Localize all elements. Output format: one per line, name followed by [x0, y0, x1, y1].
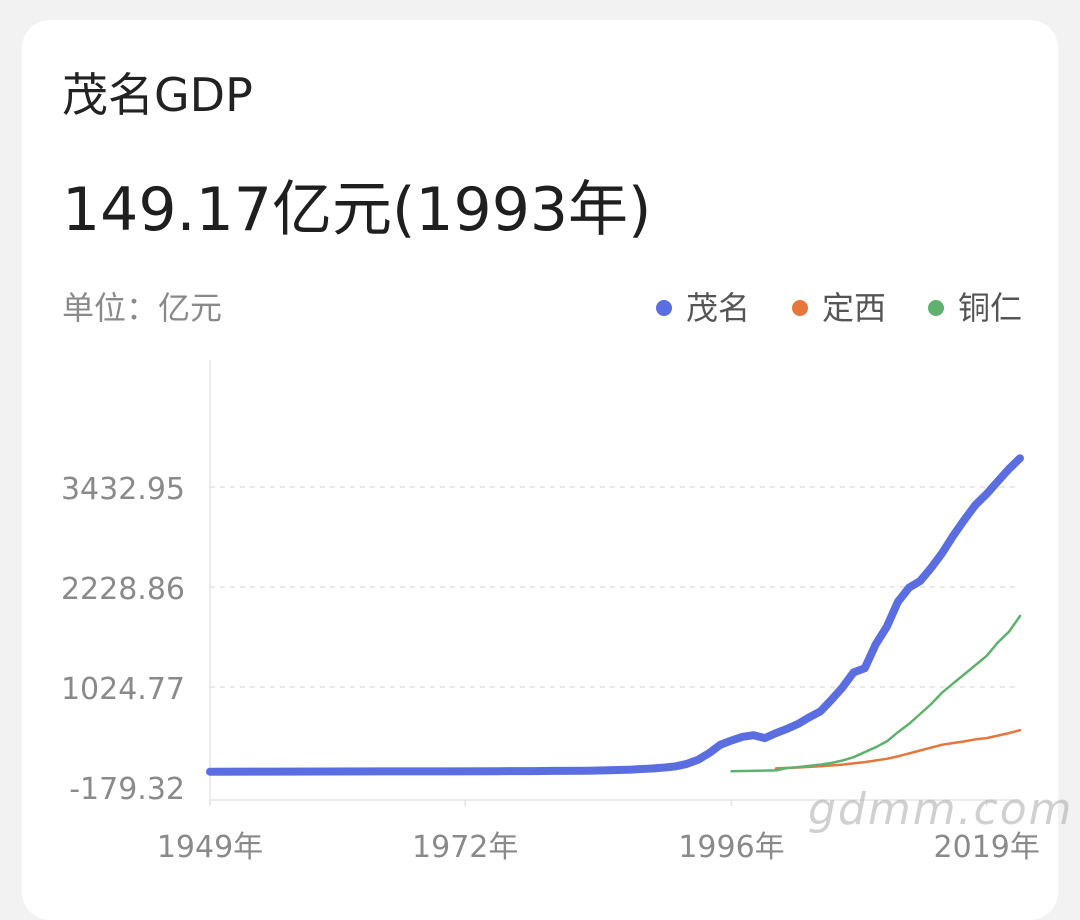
series-line-dingxi — [774, 728, 1022, 770]
legend-dot-tongren — [927, 300, 944, 316]
chart-legend: 茂名 定西 铜仁 — [655, 289, 1022, 327]
legend-item-tongren[interactable]: 铜仁 — [927, 289, 1022, 327]
legend-label-dingxi: 定西 — [821, 289, 886, 327]
gdp-line-chart[interactable]: -179.32 1024.77 2228.86 3432.95 1949年 1972年 19… — [0, 0, 1080, 896]
y-tick-label: 2228.86 — [61, 572, 185, 607]
legend-dot-dingxi — [791, 300, 808, 316]
headline-value: 149.17亿元(1993年) — [62, 175, 652, 245]
card-title: 茂名GDP — [62, 68, 253, 122]
unit-label: 单位：亿元 — [62, 289, 223, 327]
legend-item-dingxi[interactable]: 定西 — [791, 289, 886, 327]
watermark: gdmm.com — [808, 784, 1074, 835]
y-tick-label: 3432.95 — [61, 472, 185, 507]
legend-dot-maoming — [655, 300, 672, 316]
series-line-maoming — [206, 454, 1024, 776]
gdp-card: 茂名GDP 149.17亿元(1993年) 单位：亿元 茂名 定西 铜仁 -17… — [22, 20, 1072, 920]
legend-item-maoming[interactable]: 茂名 — [655, 289, 750, 327]
x-tick-label: 1996年 — [678, 830, 784, 865]
x-tick-label: 2019年 — [934, 830, 1040, 865]
legend-label-tongren: 铜仁 — [957, 289, 1022, 327]
x-tick-label: 1949年 — [157, 830, 263, 865]
x-tick-label: 1972年 — [412, 830, 518, 865]
legend-label-maoming: 茂名 — [685, 289, 750, 327]
y-tick-label: 1024.77 — [61, 672, 185, 707]
y-tick-label: -179.32 — [69, 772, 185, 807]
series-line-tongren — [730, 614, 1022, 773]
